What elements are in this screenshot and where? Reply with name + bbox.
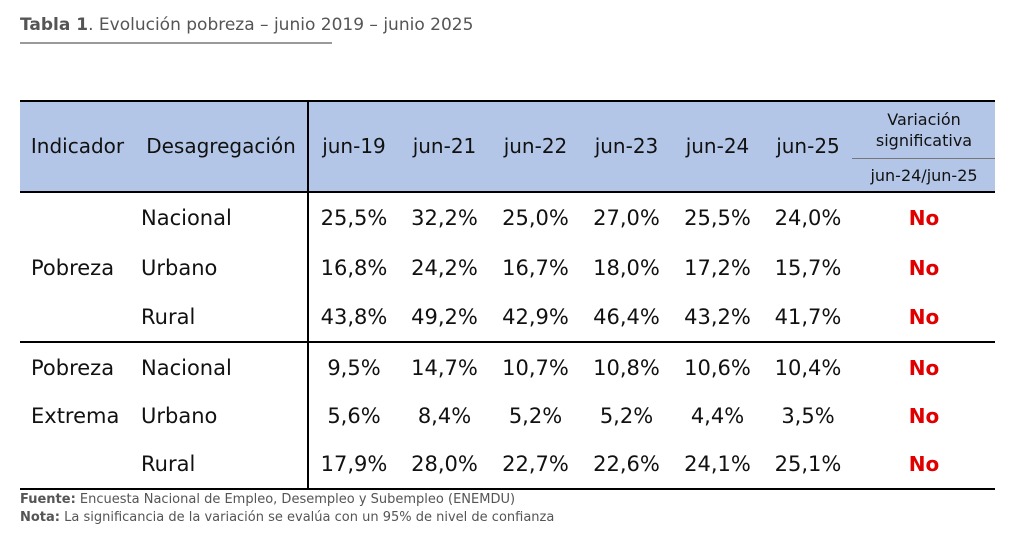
significance-no: No: [908, 256, 940, 280]
value-cell: 3,5%: [781, 404, 835, 428]
caption-text: . Evolución pobreza – junio 2019 – junio…: [88, 15, 474, 35]
caption-label: Tabla 1: [20, 15, 89, 35]
row-label-nacional: Nacional: [141, 355, 232, 380]
indicator-pobreza-extrema-line2: Extrema: [31, 404, 120, 428]
value-cell: 10,4%: [774, 355, 842, 380]
significance-no: No: [908, 305, 940, 329]
header-variacion-sub: jun-24/jun-25: [870, 166, 978, 185]
value-cell: 28,0%: [411, 452, 478, 476]
value-cell: 14,7%: [411, 355, 478, 380]
value-cell: 5,2%: [599, 404, 654, 428]
source-text: Encuesta Nacional de Empleo, Desempleo y…: [75, 492, 516, 507]
value-cell: 10,8%: [593, 355, 660, 380]
header-year-4: jun-24: [685, 134, 750, 158]
header-variacion-text: Variación significativa: [875, 110, 973, 150]
header-year-2: jun-22: [503, 134, 568, 158]
value-cell: 49,2%: [411, 305, 478, 329]
row-label-urbano: Urbano: [141, 404, 218, 428]
value-cell: 24,0%: [774, 206, 842, 230]
significance-no: No: [908, 355, 940, 380]
header-year-5: jun-25: [776, 134, 840, 158]
value-cell: 24,1%: [684, 452, 751, 476]
value-cell: 16,7%: [502, 256, 569, 280]
significance-no: No: [908, 452, 940, 476]
value-cell: 41,7%: [774, 305, 842, 329]
value-cell: 46,4%: [593, 305, 660, 329]
value-cell: 24,2%: [411, 256, 478, 280]
value-cell: 8,4%: [417, 404, 472, 428]
rule-top: [20, 100, 995, 102]
rule-header-bottom: [20, 191, 995, 193]
header-year-0: jun-19: [322, 134, 386, 158]
table-caption: Tabla 1. Evolución pobreza – junio 2019 …: [20, 15, 473, 35]
value-cell: 10,6%: [684, 355, 751, 380]
value-cell: 17,2%: [684, 256, 751, 280]
value-cell: 5,6%: [327, 404, 381, 428]
indicator-pobreza-extrema-line1: Pobreza: [31, 355, 115, 380]
header-desagregacion: Desagregación: [146, 134, 296, 158]
note-text: La significancia de la variación se eval…: [60, 510, 555, 525]
row-label-nacional: Nacional: [141, 206, 232, 230]
source-note: Fuente: Encuesta Nacional de Empleo, Des…: [20, 492, 515, 507]
source-label: Fuente:: [20, 492, 76, 507]
caption-underline: [20, 42, 332, 44]
value-cell: 18,0%: [593, 256, 660, 280]
value-cell: 10,7%: [502, 355, 569, 380]
row-label-urbano: Urbano: [141, 256, 218, 280]
value-cell: 43,2%: [684, 305, 751, 329]
significance-no: No: [908, 206, 940, 230]
value-cell: 22,6%: [593, 452, 660, 476]
value-cell: 15,7%: [774, 256, 842, 280]
value-cell: 17,9%: [320, 452, 388, 476]
value-cell: 4,4%: [690, 404, 745, 428]
value-cell: 25,0%: [502, 206, 569, 230]
rule-group-separator: [20, 341, 995, 343]
value-cell: 9,5%: [327, 355, 381, 380]
header-variacion: Variación significativa: [853, 104, 995, 156]
table-header-background: [20, 100, 995, 192]
rule-variacion-sub: [852, 158, 995, 159]
significance-no: No: [908, 404, 940, 428]
indicator-pobreza: Pobreza: [31, 256, 115, 280]
header-year-3: jun-23: [594, 134, 659, 158]
note-label: Nota:: [20, 510, 60, 525]
value-cell: 27,0%: [593, 206, 660, 230]
row-label-rural: Rural: [141, 305, 196, 329]
value-cell: 5,2%: [508, 404, 563, 428]
value-cell: 25,1%: [774, 452, 842, 476]
value-cell: 16,8%: [320, 256, 388, 280]
rule-bottom: [20, 488, 995, 490]
value-cell: 42,9%: [502, 305, 569, 329]
value-cell: 25,5%: [684, 206, 751, 230]
poverty-table: Indicador Desagregación jun-19 jun-21 ju…: [20, 100, 995, 490]
value-cell: 22,7%: [502, 452, 569, 476]
rule-vertical: [307, 100, 309, 490]
row-label-rural: Rural: [141, 452, 196, 476]
value-cell: 25,5%: [320, 206, 388, 230]
header-indicador: Indicador: [30, 134, 125, 158]
value-cell: 43,8%: [320, 305, 388, 329]
significance-note: Nota: La significancia de la variación s…: [20, 510, 554, 525]
value-cell: 32,2%: [411, 206, 478, 230]
header-year-1: jun-21: [412, 134, 477, 158]
